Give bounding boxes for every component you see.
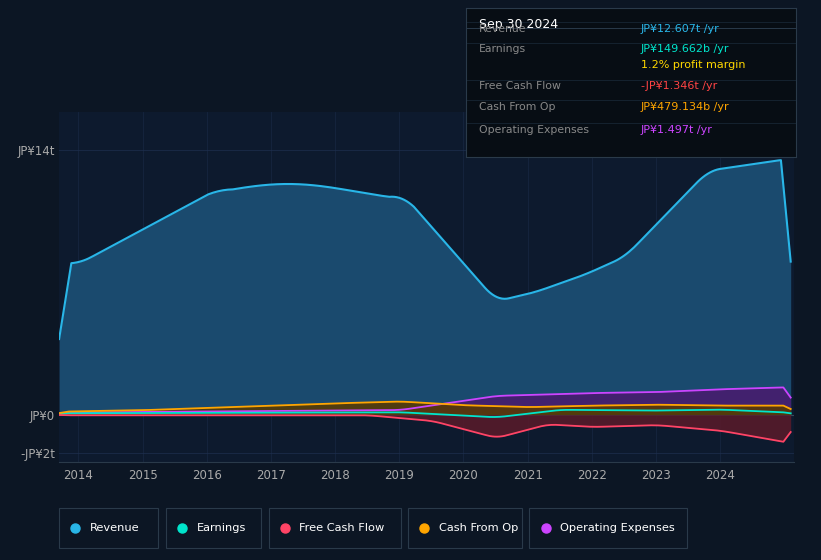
Text: Revenue: Revenue	[479, 24, 526, 34]
Text: JP¥479.134b /yr: JP¥479.134b /yr	[641, 101, 730, 111]
Text: Free Cash Flow: Free Cash Flow	[300, 523, 385, 533]
Text: Revenue: Revenue	[90, 523, 140, 533]
Text: -JP¥1.346t /yr: -JP¥1.346t /yr	[641, 81, 717, 91]
Text: 1.2% profit margin: 1.2% profit margin	[641, 60, 745, 70]
Text: JP¥12.607t /yr: JP¥12.607t /yr	[641, 24, 720, 34]
Text: Operating Expenses: Operating Expenses	[560, 523, 675, 533]
Text: Earnings: Earnings	[479, 44, 526, 54]
Text: Free Cash Flow: Free Cash Flow	[479, 81, 561, 91]
Text: Sep 30 2024: Sep 30 2024	[479, 18, 557, 31]
Text: JP¥149.662b /yr: JP¥149.662b /yr	[641, 44, 729, 54]
Text: Cash From Op: Cash From Op	[479, 101, 555, 111]
Text: Cash From Op: Cash From Op	[439, 523, 518, 533]
Text: Operating Expenses: Operating Expenses	[479, 124, 589, 134]
Text: JP¥1.497t /yr: JP¥1.497t /yr	[641, 124, 713, 134]
Text: Earnings: Earnings	[196, 523, 246, 533]
